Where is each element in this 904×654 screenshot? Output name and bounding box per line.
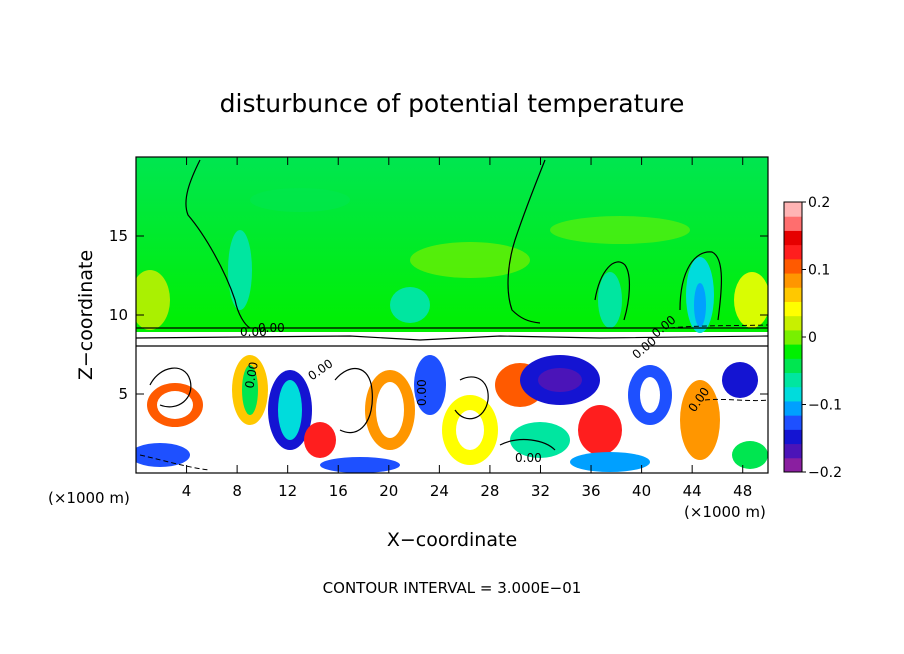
colorbar-swatch bbox=[784, 457, 802, 473]
colorbar-swatch bbox=[784, 258, 802, 274]
contour-label: 0.00 bbox=[240, 325, 267, 339]
colorbar-swatch bbox=[784, 344, 802, 359]
x-tick-label: 16 bbox=[329, 482, 348, 500]
colorbar-swatch bbox=[784, 429, 802, 445]
y-tick-label: 5 bbox=[118, 385, 128, 403]
field-patch bbox=[410, 242, 530, 278]
y-axis-label: Z−coordinate bbox=[75, 250, 97, 380]
plot-area: 0.00 0.00 0.00 0.00 0.00 0.00 0.00 0.00 … bbox=[136, 157, 768, 473]
field-patch bbox=[598, 272, 622, 328]
colorbar-swatch bbox=[784, 358, 802, 374]
colorbar-swatch bbox=[784, 386, 802, 402]
colorbar-swatch bbox=[784, 216, 802, 231]
colorbar-swatch bbox=[784, 273, 802, 288]
field-patch bbox=[694, 283, 706, 327]
x-tick-label: 44 bbox=[683, 482, 702, 500]
colorbar-swatch bbox=[784, 329, 802, 345]
colorbar-swatch bbox=[784, 443, 802, 459]
colorbar-tick-label: −0.1 bbox=[808, 398, 842, 414]
band-boundary bbox=[136, 327, 768, 347]
colorbar-swatch bbox=[784, 244, 802, 260]
x-axis: 4 8 12 16 20 24 28 32 36 40 44 48 bbox=[182, 157, 752, 500]
contour-label: 0.00 bbox=[242, 361, 260, 390]
field-patch bbox=[390, 287, 430, 323]
contour-label: 0.00 bbox=[415, 379, 429, 406]
y-tick-label: 10 bbox=[109, 306, 128, 324]
x-tick-label: 28 bbox=[480, 482, 499, 500]
x-unit-left: (×1000 m) bbox=[48, 489, 130, 507]
colorbar-tick-label: 0 bbox=[808, 330, 817, 346]
field-patch bbox=[734, 272, 768, 328]
x-axis-label: X−coordinate bbox=[387, 529, 517, 551]
x-unit-right: (×1000 m) bbox=[684, 503, 766, 521]
colorbar-swatch bbox=[784, 372, 802, 388]
field-patch bbox=[550, 216, 690, 244]
field-patch bbox=[136, 270, 170, 330]
colorbar-tick-label: 0.1 bbox=[808, 263, 830, 279]
x-tick-label: 24 bbox=[430, 482, 449, 500]
dashed-contours bbox=[139, 324, 768, 471]
colorbar-swatch bbox=[784, 315, 802, 331]
contour-label: 0.00 bbox=[515, 451, 542, 465]
x-tick-label: 32 bbox=[531, 482, 550, 500]
field-patch bbox=[228, 230, 252, 310]
x-tick-label: 20 bbox=[379, 482, 398, 500]
field-patch bbox=[250, 188, 350, 212]
x-tick-label: 4 bbox=[182, 482, 192, 500]
colorbar-swatch bbox=[784, 415, 802, 430]
x-tick-label: 40 bbox=[632, 482, 651, 500]
x-tick-label: 36 bbox=[581, 482, 600, 500]
colorbar-swatch bbox=[784, 301, 802, 317]
colorbar: 0.2 0.1 0 −0.1 −0.2 bbox=[783, 195, 842, 481]
colorbar-tick-label: 0.2 bbox=[808, 195, 830, 211]
colorbar-tick-label: −0.2 bbox=[808, 465, 842, 481]
x-tick-label: 12 bbox=[278, 482, 297, 500]
colorbar-swatch bbox=[784, 400, 802, 416]
contour-interval-note: CONTOUR INTERVAL = 3.000E−01 bbox=[323, 579, 582, 597]
contour-label: 0.00 bbox=[258, 321, 285, 335]
chart-title: disturbunce of potential temperature bbox=[220, 89, 685, 118]
turbulent-blobs bbox=[136, 355, 768, 473]
y-tick-label: 15 bbox=[109, 227, 128, 245]
colorbar-swatch bbox=[784, 230, 802, 246]
y-axis: 5 10 15 bbox=[109, 227, 768, 403]
colorbar-swatch bbox=[784, 287, 802, 302]
colorbar-swatch bbox=[784, 202, 802, 217]
x-tick-label: 48 bbox=[733, 482, 752, 500]
x-tick-label: 8 bbox=[232, 482, 242, 500]
contour-lines bbox=[149, 159, 723, 451]
